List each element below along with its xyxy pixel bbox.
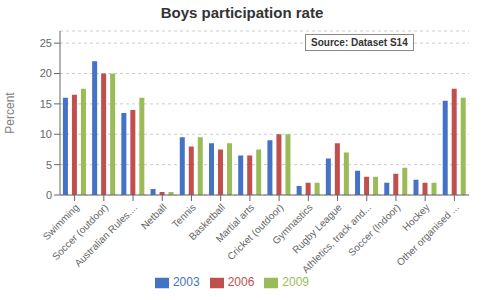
svg-text:Hockey: Hockey	[400, 201, 432, 233]
svg-text:Soccer (Indoor): Soccer (Indoor)	[346, 202, 403, 259]
svg-text:25: 25	[40, 37, 52, 49]
html-text:2006: 2006	[227, 275, 255, 289]
svg-text:Soccer (outdoor): Soccer (outdoor)	[49, 201, 111, 263]
svg-text:Australian Rules....: Australian Rules....	[72, 202, 139, 269]
html-text:Boys participation rate: Boys participation rate	[160, 4, 324, 21]
svg-text:Martial arts: Martial arts	[213, 201, 257, 245]
svg-text:Percent: Percent	[8, 92, 17, 134]
svg-text:5: 5	[46, 159, 52, 171]
svg-text:Swimming: Swimming	[40, 201, 81, 242]
svg-text:Basketball: Basketball	[186, 201, 228, 243]
svg-text:15: 15	[40, 98, 52, 110]
html-text:2003: 2003	[172, 275, 200, 289]
svg-text:Gymnastics: Gymnastics	[270, 201, 315, 247]
svg-text:0: 0	[46, 189, 52, 201]
svg-text:Cricket (outdoor): Cricket (outdoor)	[225, 201, 286, 263]
svg-text:Athletics, track and...: Athletics, track and...	[299, 201, 374, 276]
html-text:2009: 2009	[282, 275, 309, 289]
svg-text:10: 10	[40, 128, 52, 140]
svg-text:Netball: Netball	[139, 202, 169, 232]
svg-text:Rugby League: Rugby League	[290, 201, 344, 255]
svg-text:20: 20	[40, 67, 52, 79]
html-text:Source: Dataset S14: Source: Dataset S14	[311, 37, 408, 48]
svg-text:Other organised ...: Other organised ...	[394, 202, 460, 268]
svg-text:Tennis: Tennis	[170, 202, 198, 230]
